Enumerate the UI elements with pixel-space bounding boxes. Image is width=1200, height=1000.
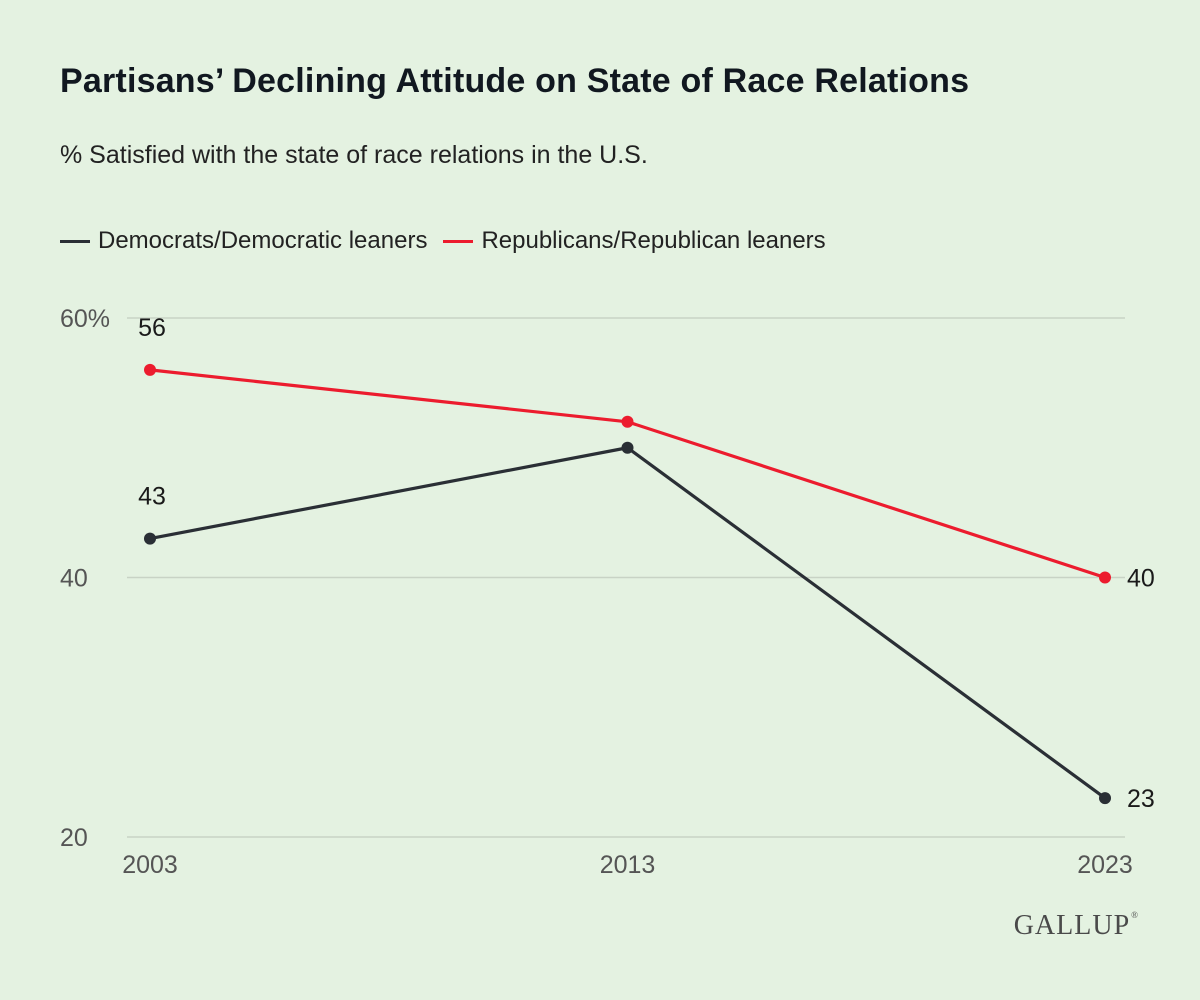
x-tick-label-2023: 2023 — [1077, 851, 1133, 879]
data-point-democrats-2013 — [621, 441, 634, 454]
data-point-republicans-2003 — [144, 363, 156, 376]
data-point-republicans-2013 — [621, 415, 634, 428]
chart-title: Partisans’ Declining Attitude on State o… — [60, 62, 970, 100]
gallup-logo: GALLUP® — [1013, 910, 1139, 941]
legend-item-republicans: Republicans/Republican leaners — [443, 227, 826, 255]
y-tick-label-20: 20 — [60, 824, 88, 852]
data-label-republicans-2003: 56 — [138, 314, 166, 342]
series-line-republicans — [149, 368, 1106, 580]
data-point-democrats-2003 — [144, 532, 156, 545]
data-point-republicans-2023 — [1099, 571, 1111, 584]
legend-label-republicans: Republicans/Republican leaners — [481, 227, 826, 254]
data-label-republicans-2023: 40 — [1127, 565, 1155, 593]
chart-legend: Democrats/Democratic leaners Republicans… — [60, 227, 826, 255]
y-tick-label-40: 40 — [60, 565, 88, 593]
chart-subtitle: % Satisfied with the state of race relat… — [60, 141, 648, 169]
data-point-democrats-2023 — [1099, 792, 1111, 805]
data-label-democrats-2003: 43 — [138, 483, 166, 511]
y-tick-label-60: 60% — [60, 305, 110, 333]
legend-swatch-democrats — [60, 239, 90, 243]
legend-label-democrats: Democrats/Democratic leaners — [98, 227, 428, 254]
x-tick-label-2003: 2003 — [122, 851, 178, 879]
legend-item-democrats: Democrats/Democratic leaners — [60, 227, 427, 255]
series-line-democrats — [149, 446, 1106, 800]
x-tick-label-2013: 2013 — [600, 851, 656, 879]
data-label-democrats-2023: 23 — [1127, 785, 1155, 813]
legend-swatch-republicans — [443, 239, 474, 243]
